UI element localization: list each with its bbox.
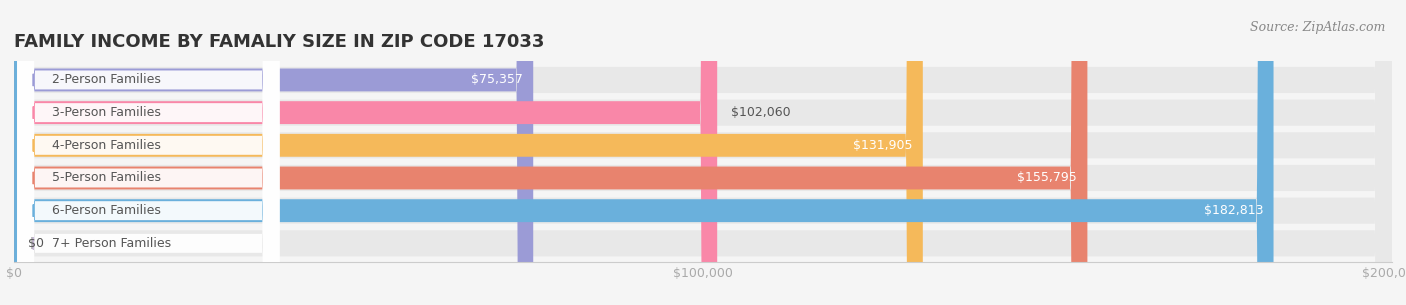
Text: 4-Person Families: 4-Person Families: [52, 139, 160, 152]
FancyBboxPatch shape: [14, 0, 922, 305]
Text: 3-Person Families: 3-Person Families: [52, 106, 160, 119]
FancyBboxPatch shape: [17, 0, 280, 305]
FancyBboxPatch shape: [14, 0, 1392, 305]
Text: Source: ZipAtlas.com: Source: ZipAtlas.com: [1250, 21, 1385, 34]
Text: FAMILY INCOME BY FAMALIY SIZE IN ZIP CODE 17033: FAMILY INCOME BY FAMALIY SIZE IN ZIP COD…: [14, 33, 544, 51]
FancyBboxPatch shape: [14, 0, 1392, 305]
FancyBboxPatch shape: [17, 0, 280, 305]
FancyBboxPatch shape: [14, 0, 533, 305]
Text: 5-Person Families: 5-Person Families: [52, 171, 160, 185]
Text: $131,905: $131,905: [853, 139, 912, 152]
FancyBboxPatch shape: [17, 0, 280, 305]
FancyBboxPatch shape: [14, 0, 1274, 305]
Text: 2-Person Families: 2-Person Families: [52, 74, 160, 86]
FancyBboxPatch shape: [14, 0, 1392, 305]
FancyBboxPatch shape: [17, 0, 280, 305]
FancyBboxPatch shape: [14, 0, 1392, 305]
FancyBboxPatch shape: [14, 0, 1392, 305]
Text: $75,357: $75,357: [471, 74, 523, 86]
FancyBboxPatch shape: [17, 0, 280, 305]
Text: 7+ Person Families: 7+ Person Families: [52, 237, 172, 250]
FancyBboxPatch shape: [17, 0, 280, 305]
Text: 6-Person Families: 6-Person Families: [52, 204, 160, 217]
FancyBboxPatch shape: [14, 0, 717, 305]
FancyBboxPatch shape: [14, 0, 1087, 305]
FancyBboxPatch shape: [14, 0, 1392, 305]
Text: $182,813: $182,813: [1204, 204, 1263, 217]
Text: $155,795: $155,795: [1018, 171, 1077, 185]
Text: $102,060: $102,060: [731, 106, 790, 119]
Text: $0: $0: [28, 237, 44, 250]
